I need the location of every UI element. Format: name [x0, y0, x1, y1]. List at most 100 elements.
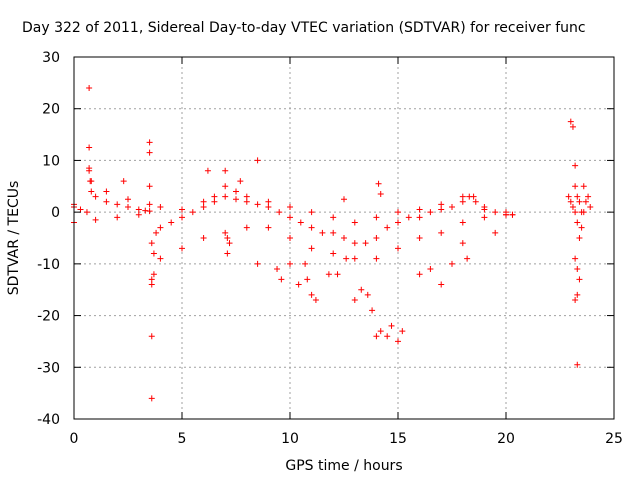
data-point: [351, 255, 358, 262]
data-point: [179, 206, 185, 213]
plot-frame: [73, 56, 615, 420]
axis-ticks: 0 5 10 15 20 25 -40 -30 -20 -10 0 10 20 30: [37, 50, 623, 447]
data-point: [578, 224, 585, 231]
data-point: [148, 333, 155, 340]
data-point: [464, 255, 471, 262]
data-point: [572, 162, 579, 169]
data-point: [265, 224, 272, 231]
data-point: [481, 214, 488, 221]
data-point: [148, 240, 155, 247]
data-point: [569, 123, 576, 130]
data-point: [567, 198, 574, 205]
data-point: [509, 211, 516, 218]
data-point: [351, 219, 358, 226]
x-axis-label: GPS time / hours: [285, 458, 402, 474]
data-point: [330, 250, 337, 257]
data-point: [114, 214, 121, 221]
data-point: [362, 240, 369, 247]
data-point: [222, 167, 229, 174]
x-tick-label: 10: [281, 431, 299, 447]
data-point: [278, 276, 285, 283]
series-lower-envelope: [71, 211, 509, 288]
data-point: [189, 209, 196, 216]
series-outliers: [86, 85, 587, 402]
data-point: [150, 250, 157, 257]
data-point: [503, 211, 509, 218]
data-point: [92, 216, 99, 223]
data-point: [416, 206, 423, 213]
data-point: [224, 235, 231, 241]
data-point: [83, 209, 90, 216]
data-point: [148, 276, 155, 283]
y-tick-label: 10: [42, 153, 60, 169]
data-point: [146, 208, 153, 215]
data-point: [265, 198, 272, 205]
data-point: [135, 211, 142, 218]
data-point: [150, 271, 157, 278]
data-points: [71, 85, 594, 402]
data-point: [369, 307, 376, 314]
data-point: [211, 198, 218, 205]
data-point: [373, 333, 380, 340]
data-point: [375, 180, 382, 187]
data-point: [334, 271, 341, 278]
data-point: [211, 193, 218, 200]
data-point: [585, 193, 592, 200]
data-point: [243, 193, 250, 200]
data-point: [287, 260, 293, 267]
data-point: [243, 198, 250, 205]
data-point: [438, 206, 445, 213]
data-point: [168, 219, 175, 226]
x-tick-label: 5: [178, 431, 187, 447]
data-point: [295, 281, 302, 288]
data-point: [179, 214, 185, 221]
data-point: [576, 235, 583, 241]
data-point: [148, 395, 155, 402]
data-point: [427, 209, 434, 216]
data-point: [572, 183, 579, 190]
y-tick-label: 20: [42, 102, 60, 118]
data-point: [103, 188, 110, 195]
data-point: [341, 235, 347, 241]
x-tick-label: 0: [70, 431, 79, 447]
data-point: [587, 203, 594, 210]
data-point: [416, 235, 423, 241]
data-point: [125, 196, 131, 203]
data-point: [204, 167, 211, 174]
data-point: [384, 333, 391, 340]
data-point: [416, 271, 423, 278]
data-point: [146, 201, 153, 208]
data-point: [395, 209, 401, 216]
data-point: [373, 235, 380, 241]
data-point: [276, 209, 283, 216]
data-point: [459, 219, 466, 226]
data-point: [243, 224, 250, 231]
data-point: [459, 240, 466, 247]
series-dips: [224, 229, 499, 345]
data-point: [302, 260, 309, 267]
grid: [74, 57, 614, 419]
data-point: [341, 196, 347, 203]
x-tick-label: 20: [497, 431, 515, 447]
data-point: [395, 245, 401, 252]
data-point: [582, 198, 589, 205]
data-point: [308, 291, 315, 298]
data-point: [319, 229, 326, 236]
data-point: [308, 224, 315, 231]
data-point: [224, 250, 231, 257]
data-point: [114, 201, 121, 208]
data-point: [135, 206, 142, 213]
data-point: [438, 281, 445, 288]
data-point: [492, 229, 499, 236]
data-point: [574, 219, 581, 226]
data-point: [377, 328, 384, 335]
data-point: [86, 144, 93, 151]
y-tick-label: -10: [37, 257, 60, 273]
data-point: [580, 183, 587, 190]
data-point: [222, 183, 229, 190]
data-point: [576, 198, 583, 205]
data-point: [226, 240, 233, 247]
data-point: [297, 219, 304, 226]
data-point: [146, 149, 153, 156]
